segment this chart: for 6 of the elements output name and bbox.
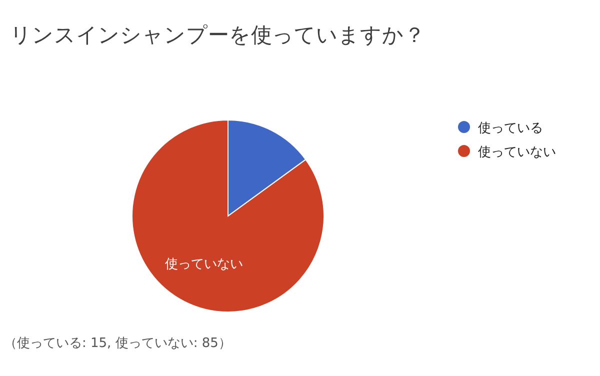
- pie-slice: [132, 120, 324, 312]
- chart-title: リンスインシャンプーを使っていますか？: [10, 23, 425, 47]
- text: （使っている: 15, 使っていない: 85）: [4, 336, 232, 351]
- legend-label: 使っていない: [478, 145, 556, 160]
- slice-label: 使っていない: [165, 257, 244, 272]
- legend-label: 使っている: [478, 121, 543, 136]
